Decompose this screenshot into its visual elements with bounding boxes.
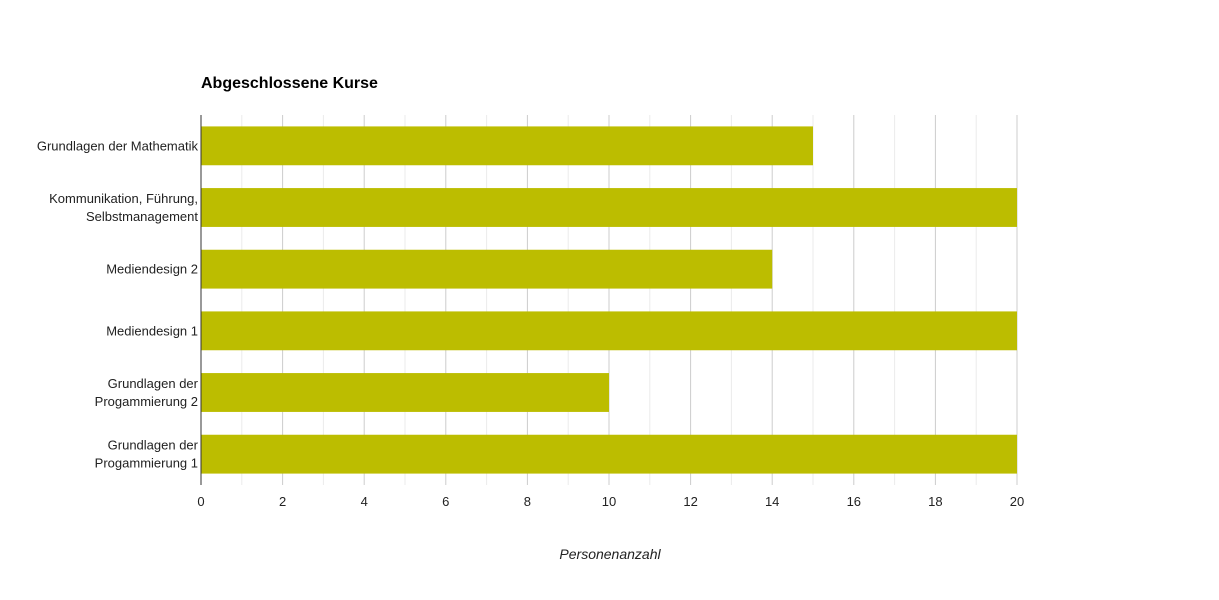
x-tick-label: 6 (442, 494, 449, 509)
bar (201, 434, 1017, 474)
x-tick-label: 10 (602, 494, 616, 509)
x-tick-label: 0 (197, 494, 204, 509)
bar (201, 188, 1017, 227)
category-label: Kommunikation, Führung, Selbstmanagement (49, 191, 198, 224)
x-tick-label: 20 (1010, 494, 1024, 509)
x-tick-label: 12 (683, 494, 697, 509)
bar (201, 126, 813, 166)
grid-lines (241, 115, 1018, 485)
x-tick-label: 2 (279, 494, 286, 509)
x-tick-label: 14 (765, 494, 779, 509)
x-tick-labels: 0 2 4 6 8 10 12 14 16 18 20 (197, 494, 1024, 509)
category-label: Grundlagen der Progammierung 1 (95, 438, 199, 471)
bar (201, 249, 773, 289)
x-axis-label: Personenanzahl (559, 546, 661, 562)
category-label: Grundlagen der Mathematik (37, 138, 199, 153)
x-tick-label: 18 (928, 494, 942, 509)
bar (201, 373, 609, 412)
category-label: Mediendesign 1 (106, 323, 198, 338)
category-labels: Grundlagen der Mathematik Kommunikation, … (37, 138, 199, 470)
x-tick-label: 16 (847, 494, 861, 509)
x-tick-label: 8 (524, 494, 531, 509)
chart-title: Abgeschlossene Kurse (201, 75, 378, 92)
bars (201, 126, 1017, 474)
bar (201, 311, 1017, 351)
x-tick-label: 4 (361, 494, 368, 509)
category-label: Grundlagen der Progammierung 2 (95, 376, 199, 409)
category-label: Mediendesign 2 (106, 262, 198, 277)
